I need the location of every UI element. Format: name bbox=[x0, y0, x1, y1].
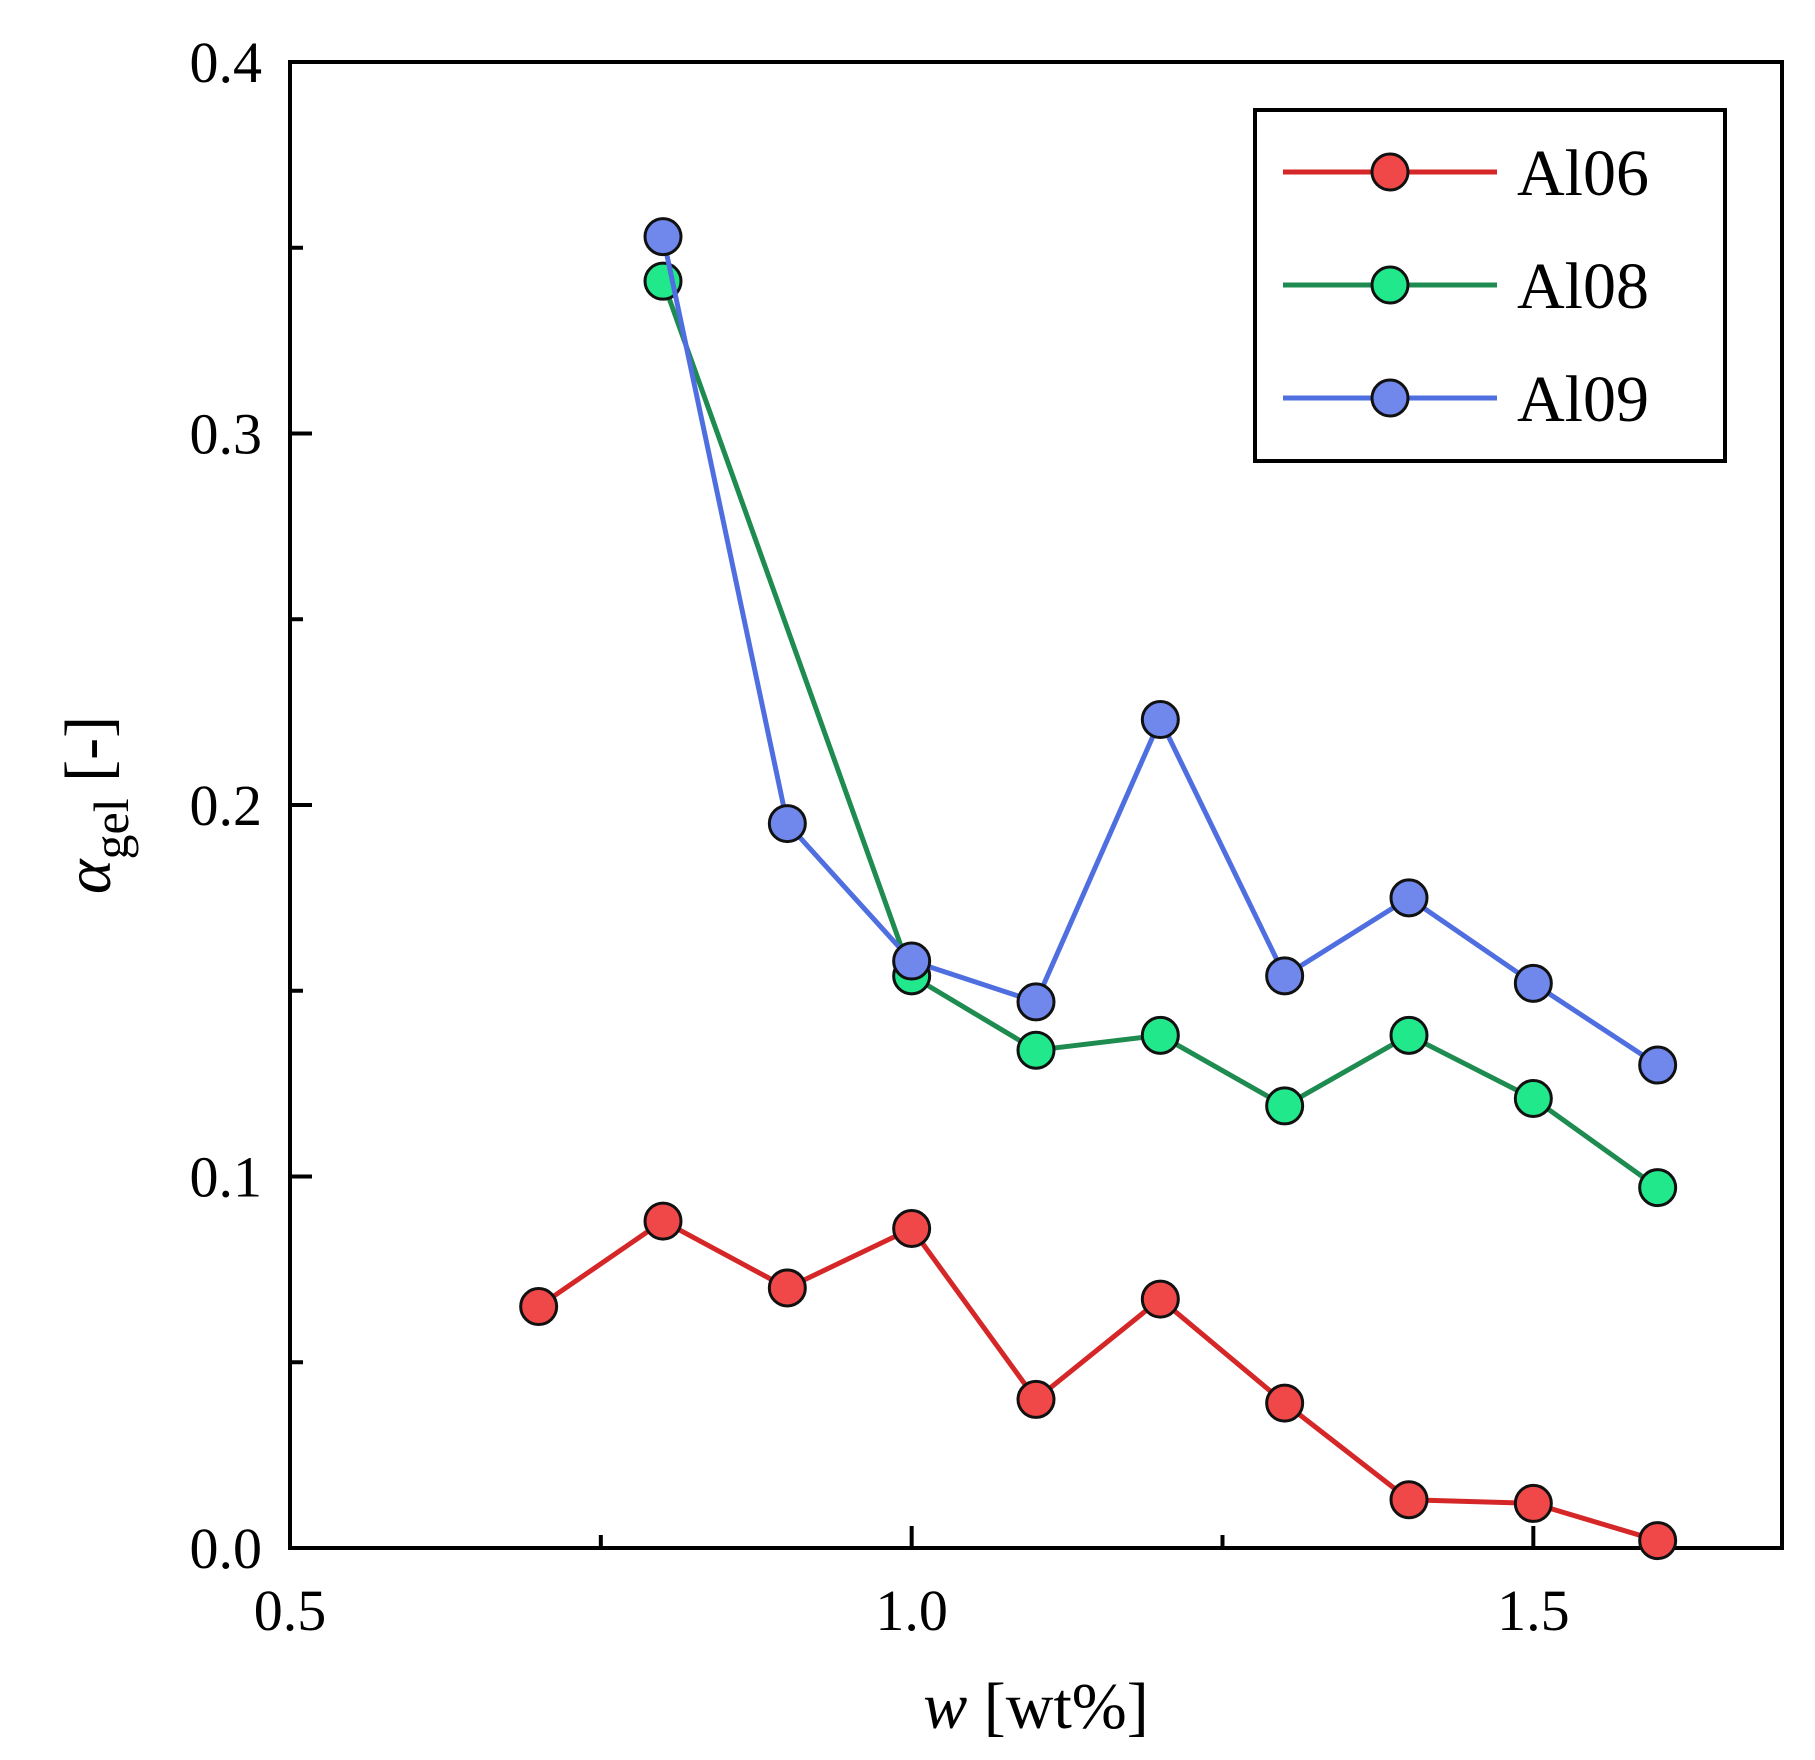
y-axis-title: αgel [-] bbox=[52, 716, 139, 894]
data-point bbox=[1513, 1078, 1553, 1118]
data-point bbox=[1016, 1379, 1056, 1419]
x-tick-label: 1.0 bbox=[875, 1578, 948, 1643]
data-point bbox=[643, 1201, 683, 1241]
y-tick-label: 0.2 bbox=[190, 773, 263, 838]
y-tick-label: 0.0 bbox=[190, 1516, 263, 1581]
legend-label: Al09 bbox=[1517, 363, 1649, 436]
y-tick-label: 0.3 bbox=[190, 402, 263, 467]
data-point bbox=[767, 1268, 807, 1308]
legend-item-al08: Al08 bbox=[1283, 250, 1649, 323]
data-point bbox=[892, 1209, 932, 1249]
series-al09 bbox=[643, 217, 1678, 1085]
y-axis-title-group: αgel [-] bbox=[52, 716, 139, 894]
series-line bbox=[537, 1218, 1659, 1543]
data-point bbox=[1140, 1015, 1180, 1055]
data-point bbox=[1638, 1168, 1678, 1208]
data-point bbox=[1389, 1015, 1429, 1055]
legend: Al06 Al08 Al09 bbox=[1253, 108, 1727, 463]
series-line bbox=[660, 280, 1660, 1190]
data-point bbox=[519, 1287, 559, 1327]
data-point bbox=[643, 217, 683, 257]
data-point bbox=[1389, 1480, 1429, 1520]
data-point bbox=[1389, 878, 1429, 918]
data-point bbox=[1513, 963, 1553, 1003]
data-point bbox=[1638, 1521, 1678, 1561]
data-point bbox=[1140, 1279, 1180, 1319]
data-point bbox=[1265, 1086, 1305, 1126]
legend-label: Al08 bbox=[1517, 250, 1649, 323]
axis-ticks: 0.5 1.0 1.5 0.0 0.1 0.2 0.3 0.4 bbox=[190, 30, 1570, 1643]
data-point bbox=[1638, 1045, 1678, 1085]
legend-item-al06: Al06 bbox=[1283, 137, 1649, 210]
y-tick-label: 0.4 bbox=[190, 30, 263, 95]
x-tick-label: 1.5 bbox=[1497, 1578, 1570, 1643]
legend-marker bbox=[1370, 265, 1410, 305]
data-point bbox=[892, 941, 932, 981]
legend-item-al09: Al09 bbox=[1283, 363, 1649, 436]
x-axis-variable: w bbox=[923, 1670, 967, 1743]
series-group bbox=[519, 217, 1678, 1561]
x-axis-unit: [wt%] bbox=[967, 1670, 1148, 1743]
axis-labels: w [wt%] αgel [-] bbox=[52, 716, 1149, 1743]
data-point bbox=[1513, 1483, 1553, 1523]
data-point bbox=[1016, 1030, 1056, 1070]
y-tick-label: 0.1 bbox=[190, 1145, 263, 1210]
data-point bbox=[1265, 956, 1305, 996]
series-al06 bbox=[519, 1201, 1678, 1561]
data-point bbox=[1140, 700, 1180, 740]
legend-label: Al06 bbox=[1517, 137, 1649, 210]
data-point bbox=[767, 804, 807, 844]
x-tick-label: 0.5 bbox=[254, 1578, 327, 1643]
y-axis-variable: α bbox=[52, 858, 125, 894]
x-axis-title: w [wt%] bbox=[923, 1670, 1148, 1743]
data-point bbox=[1265, 1383, 1305, 1423]
y-axis-subscript: gel bbox=[83, 798, 139, 859]
legend-marker bbox=[1370, 378, 1410, 418]
data-point bbox=[1016, 982, 1056, 1022]
y-axis-unit: [-] bbox=[52, 716, 125, 798]
legend-marker bbox=[1370, 152, 1410, 192]
